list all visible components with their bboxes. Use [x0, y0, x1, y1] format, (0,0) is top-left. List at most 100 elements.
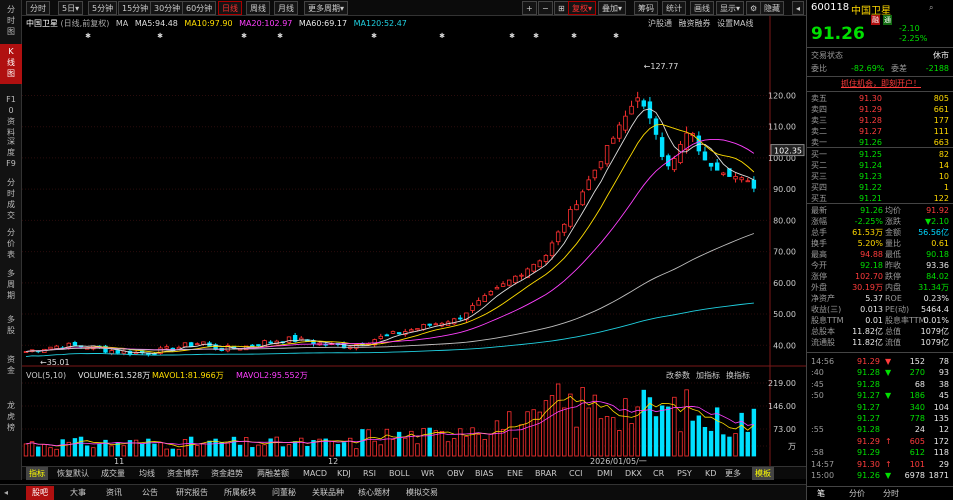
bid-label: 买一: [811, 150, 827, 159]
toolbar-btn-1[interactable]: 5日▾: [58, 1, 84, 15]
left-tab-8[interactable]: 资金: [7, 355, 15, 375]
indicator-tab-1[interactable]: 恢复默认: [57, 469, 89, 478]
news-tab-6[interactable]: 问董秘: [272, 488, 296, 497]
indicator-tab-8[interactable]: KDJ: [337, 469, 351, 478]
indicator-tab-3[interactable]: 均线: [139, 469, 155, 478]
indicator-tab-10[interactable]: BOLL: [389, 469, 410, 478]
indicator-tab-14[interactable]: ENE: [507, 469, 524, 478]
indicator-tab-11[interactable]: WR: [421, 469, 435, 478]
left-tab-6[interactable]: 多周期: [7, 269, 15, 300]
left-tab-9[interactable]: 龙虎榜: [7, 401, 15, 432]
indicator-tab-16[interactable]: CCI: [569, 469, 583, 478]
bid-volume: 14: [938, 161, 949, 170]
toolbar-btn-15[interactable]: 筹码: [634, 1, 658, 15]
stat-value: 84.02: [926, 272, 949, 281]
indicator-tab-15[interactable]: BRAR: [535, 469, 557, 478]
toolbar-btn-16[interactable]: 统计: [662, 1, 686, 15]
toolbar-btn-11[interactable]: −: [538, 1, 553, 15]
volume-bar: [604, 416, 610, 457]
search-icon[interactable]: ⌕: [929, 3, 934, 12]
indicator-tab-12[interactable]: OBV: [447, 469, 465, 478]
indicator-tab-0[interactable]: 指标: [26, 467, 48, 480]
toolbar-btn-10[interactable]: +: [522, 1, 537, 15]
ma5-value: MA5:94.48: [134, 19, 178, 28]
ma120-line: [25, 302, 754, 358]
toolbar-btn-5[interactable]: 60分钟: [182, 1, 217, 15]
candle-body: [617, 124, 622, 139]
toolbar-btn-3[interactable]: 15分钟: [118, 1, 153, 15]
footer-tab-bi[interactable]: 笔: [817, 489, 825, 498]
event-marker: ✱: [157, 32, 163, 40]
news-tab-3[interactable]: 公告: [142, 488, 158, 497]
left-tab-4[interactable]: 分时成交: [7, 178, 15, 220]
candle-body: [672, 158, 677, 171]
news-tab-0[interactable]: 股吧: [26, 486, 54, 500]
stock-name-header: 中国卫星: [851, 6, 891, 17]
left-tab-5[interactable]: 分价表: [7, 228, 15, 259]
ask-row: 卖二 91.27 111: [811, 126, 951, 137]
footer-tab-fenshi[interactable]: 分时: [883, 489, 899, 498]
left-tab-3[interactable]: 深度F9: [6, 137, 16, 168]
candle-body: [66, 342, 72, 348]
kline-chart-svg[interactable]: 120.00 110.00 100.00 90.00 80.00 70.00 60.00 50…: [22, 16, 806, 466]
news-tab-9[interactable]: 模拟交易: [406, 488, 438, 497]
volume-bar: [23, 443, 29, 457]
indicator-tab-23[interactable]: 模板: [752, 467, 774, 480]
toolbar-btn-0[interactable]: 分时: [26, 1, 50, 15]
left-tab-2[interactable]: F10资料: [6, 95, 16, 137]
news-tab-5[interactable]: 所属板块: [224, 488, 256, 497]
news-prev-icon[interactable]: ◂: [4, 488, 9, 497]
indicator-tab-2[interactable]: 成交量: [101, 469, 125, 478]
indicator-tab-13[interactable]: BIAS: [475, 469, 494, 478]
toolbar-btn-18[interactable]: 显示▾: [716, 1, 745, 15]
toolbar-btn-17[interactable]: 画线: [690, 1, 714, 15]
indicator-tab-18[interactable]: DKX: [625, 469, 642, 478]
indicator-tab-4[interactable]: 资金博弈: [167, 469, 199, 478]
toolbar-btn-6[interactable]: 日线: [218, 1, 242, 15]
open-account-banner[interactable]: 抓住机会，即刻开户！: [841, 79, 921, 88]
indicator-tab-22[interactable]: 更多: [725, 469, 741, 478]
indicator-tab-20[interactable]: PSY: [677, 469, 692, 478]
set-ma-link[interactable]: 设置MA线: [717, 19, 754, 28]
footer-tab-fenjia[interactable]: 分价: [849, 489, 865, 498]
toolbar-btn-14[interactable]: 叠加▾: [598, 1, 627, 15]
indicator-tab-6[interactable]: 两融差额: [257, 469, 289, 478]
toolbar-btn-4[interactable]: 30分钟: [150, 1, 185, 15]
toolbar-btn-9[interactable]: 更多周期▾: [304, 1, 349, 15]
news-tab-2[interactable]: 资讯: [106, 488, 122, 497]
tick-footer: 笔 分价 分时: [807, 487, 953, 500]
candle-body: [464, 312, 469, 321]
indicator-tab-21[interactable]: KD: [705, 469, 717, 478]
indicator-tab-19[interactable]: CR: [653, 469, 665, 478]
indicator-tab-7[interactable]: MACD: [303, 469, 327, 478]
toolbar-btn-21[interactable]: ◂: [792, 1, 805, 15]
left-tab-0[interactable]: 分时图: [7, 5, 15, 36]
toolbar-btn-8[interactable]: 月线: [274, 1, 298, 15]
stat-value: 30.19万: [852, 283, 883, 292]
volume-bar: [121, 445, 127, 457]
news-tab-7[interactable]: 关联品种: [312, 488, 344, 497]
news-tab-4[interactable]: 研究报告: [176, 488, 208, 497]
toolbar-btn-2[interactable]: 5分钟: [88, 1, 118, 15]
toolbar-btn-20[interactable]: 隐藏: [760, 1, 784, 15]
news-tab-8[interactable]: 核心题材: [358, 488, 390, 497]
toolbar-btn-7[interactable]: 周线: [246, 1, 270, 15]
last-price: 91.26: [811, 24, 865, 44]
candle-body: [103, 345, 108, 353]
toolbar-btn-19[interactable]: ⚙: [746, 1, 762, 15]
toolbar-btn-13[interactable]: 复权▾: [568, 1, 597, 15]
chart-area[interactable]: 120.00 110.00 100.00 90.00 80.00 70.00 60.00 50…: [22, 16, 806, 466]
left-tab-1[interactable]: K线图: [0, 44, 22, 84]
rzrq-link[interactable]: 融资融券: [678, 19, 711, 28]
indicator-tab-9[interactable]: RSI: [363, 469, 376, 478]
indicator-tab-5[interactable]: 资金趋势: [211, 469, 243, 478]
news-tab-1[interactable]: 大事: [70, 488, 86, 497]
tick-time: :40: [811, 368, 824, 378]
hgt-link[interactable]: 沪股通: [648, 19, 672, 28]
toolbar-btn-12[interactable]: ⊞: [554, 1, 569, 15]
indicator-tab-17[interactable]: DMI: [597, 469, 613, 478]
candle-body: [354, 344, 359, 349]
tick-count: 93: [938, 368, 949, 378]
left-tab-7[interactable]: 多股: [7, 315, 15, 335]
volume-bar: [500, 428, 506, 457]
